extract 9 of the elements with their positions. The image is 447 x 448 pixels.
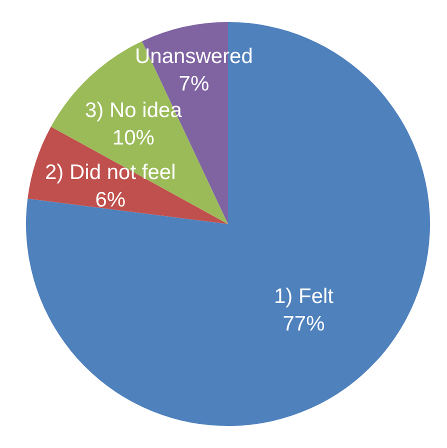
data-label: 77% [282,312,325,336]
slice-label: 2) Did not feel [45,161,176,184]
data-label: 10% [112,126,154,150]
data-label: 7% [178,72,210,96]
pie-slice [26,22,430,426]
pie-slice [28,126,228,224]
data-label: 6% [95,188,126,212]
slice-label: 3) No idea [85,99,182,122]
slice-label: 1) Felt [274,285,334,308]
